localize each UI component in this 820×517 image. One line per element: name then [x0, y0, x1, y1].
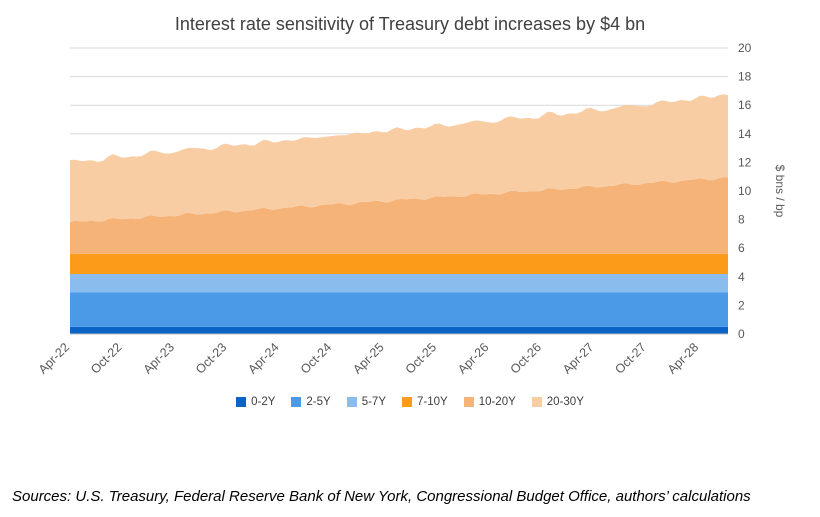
x-tick-label: Apr-28 [665, 340, 701, 376]
x-tick-label: Apr-25 [350, 340, 386, 376]
x-tick-label: Oct-27 [612, 340, 648, 376]
legend-label: 10-20Y [478, 396, 516, 408]
x-tick-label: Apr-22 [36, 340, 72, 376]
chart-legend: 0-2Y 2-5Y 5-7Y 7-10Y 10-20Y 20-30Y [0, 391, 820, 413]
area-band-5-7Y [70, 273, 728, 293]
legend-swatch-0-2Y [236, 397, 247, 407]
chart-title: Interest rate sensitivity of Treasury de… [174, 14, 646, 34]
y-tick-label: 10 [738, 184, 752, 198]
x-tick-label: Apr-24 [245, 340, 281, 376]
y-tick-label: 6 [738, 241, 745, 255]
x-tick-label: Oct-22 [88, 340, 124, 376]
legend-item-7-10Y: 7-10Y [402, 396, 448, 408]
legend-swatch-7-10Y [402, 397, 412, 407]
legend-item-2-5Y: 2-5Y [291, 396, 331, 408]
y-tick-label: 8 [738, 213, 745, 227]
stacked-area-chart: 0 2 4 6 8 10 12 14 16 18 20 Apr-22 Oct-22 Apr-23 Oct-2… [36, 41, 787, 377]
x-tick-label: Apr-23 [141, 340, 177, 376]
x-tick-label: Apr-27 [560, 340, 596, 376]
area-band-20-30Y [70, 94, 728, 223]
y-tick-label: 2 [738, 298, 745, 312]
area-bands [70, 94, 728, 334]
x-tick-label: Oct-26 [508, 340, 544, 376]
legend-swatch-10-20Y [463, 397, 474, 407]
x-tick-label: Oct-24 [298, 340, 334, 376]
legend-label: 2-5Y [306, 396, 331, 408]
y-tick-label: 16 [738, 98, 752, 112]
y-tick-label: 4 [738, 270, 745, 284]
legend-label: 5-7Y [361, 396, 386, 408]
y-tick-label: 18 [738, 70, 752, 84]
x-tick-label: Oct-23 [193, 340, 229, 376]
y-tick-label: 20 [738, 41, 752, 55]
x-tick-label: Oct-25 [403, 340, 439, 376]
area-band-0-2Y [70, 326, 728, 334]
chart-area: 0 2 4 6 8 10 12 14 16 18 20 Apr-22 Oct-22 Apr-23 Oct-2… [0, 36, 820, 389]
legend-item-5-7Y: 5-7Y [346, 396, 386, 408]
x-tick-label: Apr-26 [455, 340, 491, 376]
legend-swatch-2-5Y [291, 397, 302, 407]
legend-item-20-30Y: 20-30Y [531, 396, 584, 408]
y-tick-label: 14 [738, 127, 752, 141]
area-band-7-10Y [70, 253, 728, 274]
legend-swatch-20-30Y [531, 397, 542, 407]
legend-label: 7-10Y [417, 396, 448, 408]
legend-swatch-5-7Y [346, 397, 357, 407]
source-note: Sources: U.S. Treasury, Federal Reserve … [12, 488, 751, 505]
legend-item-0-2Y: 0-2Y [236, 396, 275, 408]
legend-item-10-20Y: 10-20Y [463, 396, 516, 408]
y-tick-label: 0 [738, 327, 745, 341]
legend-label: 0-2Y [251, 396, 276, 408]
y-tick-label: 12 [738, 155, 752, 169]
legend-label: 20-30Y [546, 396, 584, 408]
area-band-2-5Y [70, 292, 728, 327]
area-band-10-20Y [70, 177, 728, 254]
y-axis-title: $ bns / bp [773, 165, 787, 218]
